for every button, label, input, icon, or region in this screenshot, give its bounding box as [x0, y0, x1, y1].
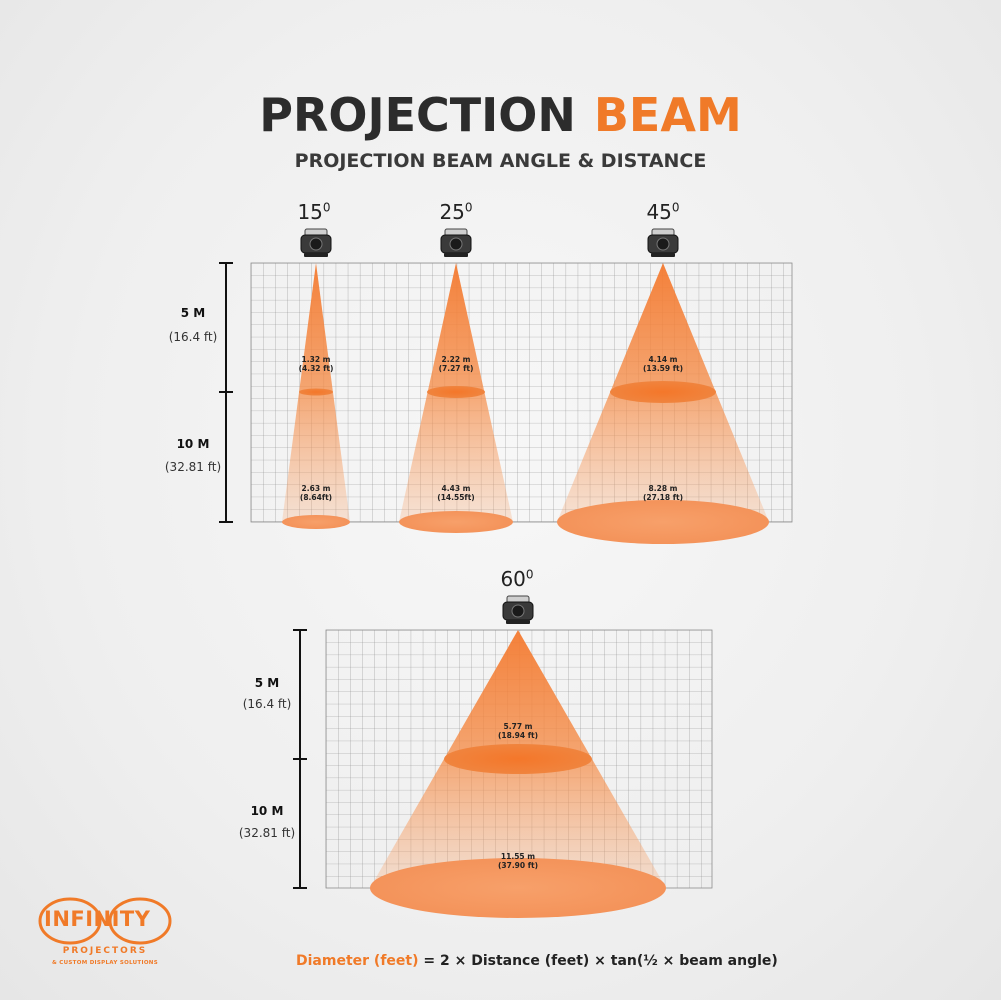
measure-near-25: 2.22 m (7.27 ft) — [438, 355, 474, 373]
title-main: PROJECTION — [259, 88, 576, 142]
distance-near-label: 5 M — [254, 676, 280, 690]
distance-far-label: 10 M — [250, 804, 284, 818]
beam-footprint-near — [427, 386, 485, 398]
distance-near-feet: (16.4 ft) — [168, 330, 218, 344]
beam-footprint-far — [399, 511, 513, 533]
logo-mark — [38, 897, 172, 945]
measure-far-15: 2.63 m (8.64ft) — [299, 484, 333, 502]
angle-label-15: 150 — [297, 200, 331, 224]
measure-near-45: 4.14 m (13.59 ft) — [642, 355, 684, 373]
measure-near-15: 1.32 m (4.32 ft) — [298, 355, 334, 373]
measure-far-45: 8.28 m (27.18 ft) — [642, 484, 684, 502]
infinity-logo: INFINITY PROJECTORS & CUSTOM DISPLAY SOL… — [30, 890, 180, 970]
distance-near-label: 5 M — [180, 306, 206, 320]
page-title: PROJECTION BEAM — [0, 88, 1001, 142]
beam-footprint-far — [370, 858, 666, 918]
projector-icon — [300, 228, 332, 257]
formula-rhs: = 2 × Distance (feet) × tan(½ × beam ang… — [418, 953, 778, 969]
beam-footprint-near — [444, 744, 592, 774]
beam-footprint-near — [610, 381, 716, 403]
formula-lhs: Diameter (feet) — [296, 953, 419, 969]
logo-subtagline: & CUSTOM DISPLAY SOLUTIONS — [52, 960, 158, 966]
projector-icon — [502, 595, 534, 624]
angle-label-25: 250 — [439, 200, 473, 224]
beam-footprint-far — [282, 515, 350, 529]
distance-near-feet: (16.4 ft) — [242, 697, 292, 711]
logo-word: INFINITY — [44, 907, 151, 931]
page-subtitle: PROJECTION BEAM ANGLE & DISTANCE — [294, 150, 707, 172]
beam-footprint-far — [557, 500, 769, 544]
angle-label-45: 450 — [646, 200, 680, 224]
diameter-formula: Diameter (feet) = 2 × Distance (feet) × … — [296, 953, 778, 969]
logo-tagline: PROJECTORS — [62, 946, 148, 956]
distance-far-feet: (32.81 ft) — [238, 826, 296, 840]
beam-25 — [399, 228, 513, 533]
distance-bracket-bottom — [293, 629, 307, 889]
projector-icon — [440, 228, 472, 257]
title-accent: BEAM — [593, 88, 742, 142]
beam-footprint-near — [299, 388, 333, 396]
measure-far-60: 11.55 m (37.90 ft) — [497, 852, 539, 870]
distance-bracket-top — [219, 262, 233, 523]
distance-far-feet: (32.81 ft) — [164, 460, 222, 474]
beam-15 — [282, 228, 350, 529]
beam-60 — [370, 595, 666, 918]
beam-45 — [557, 228, 769, 544]
angle-label-60: 600 — [500, 567, 534, 591]
measure-far-25: 4.43 m (14.55ft) — [437, 484, 475, 502]
measure-near-60: 5.77 m (18.94 ft) — [497, 722, 539, 740]
projector-icon — [647, 228, 679, 257]
distance-far-label: 10 M — [176, 437, 210, 451]
